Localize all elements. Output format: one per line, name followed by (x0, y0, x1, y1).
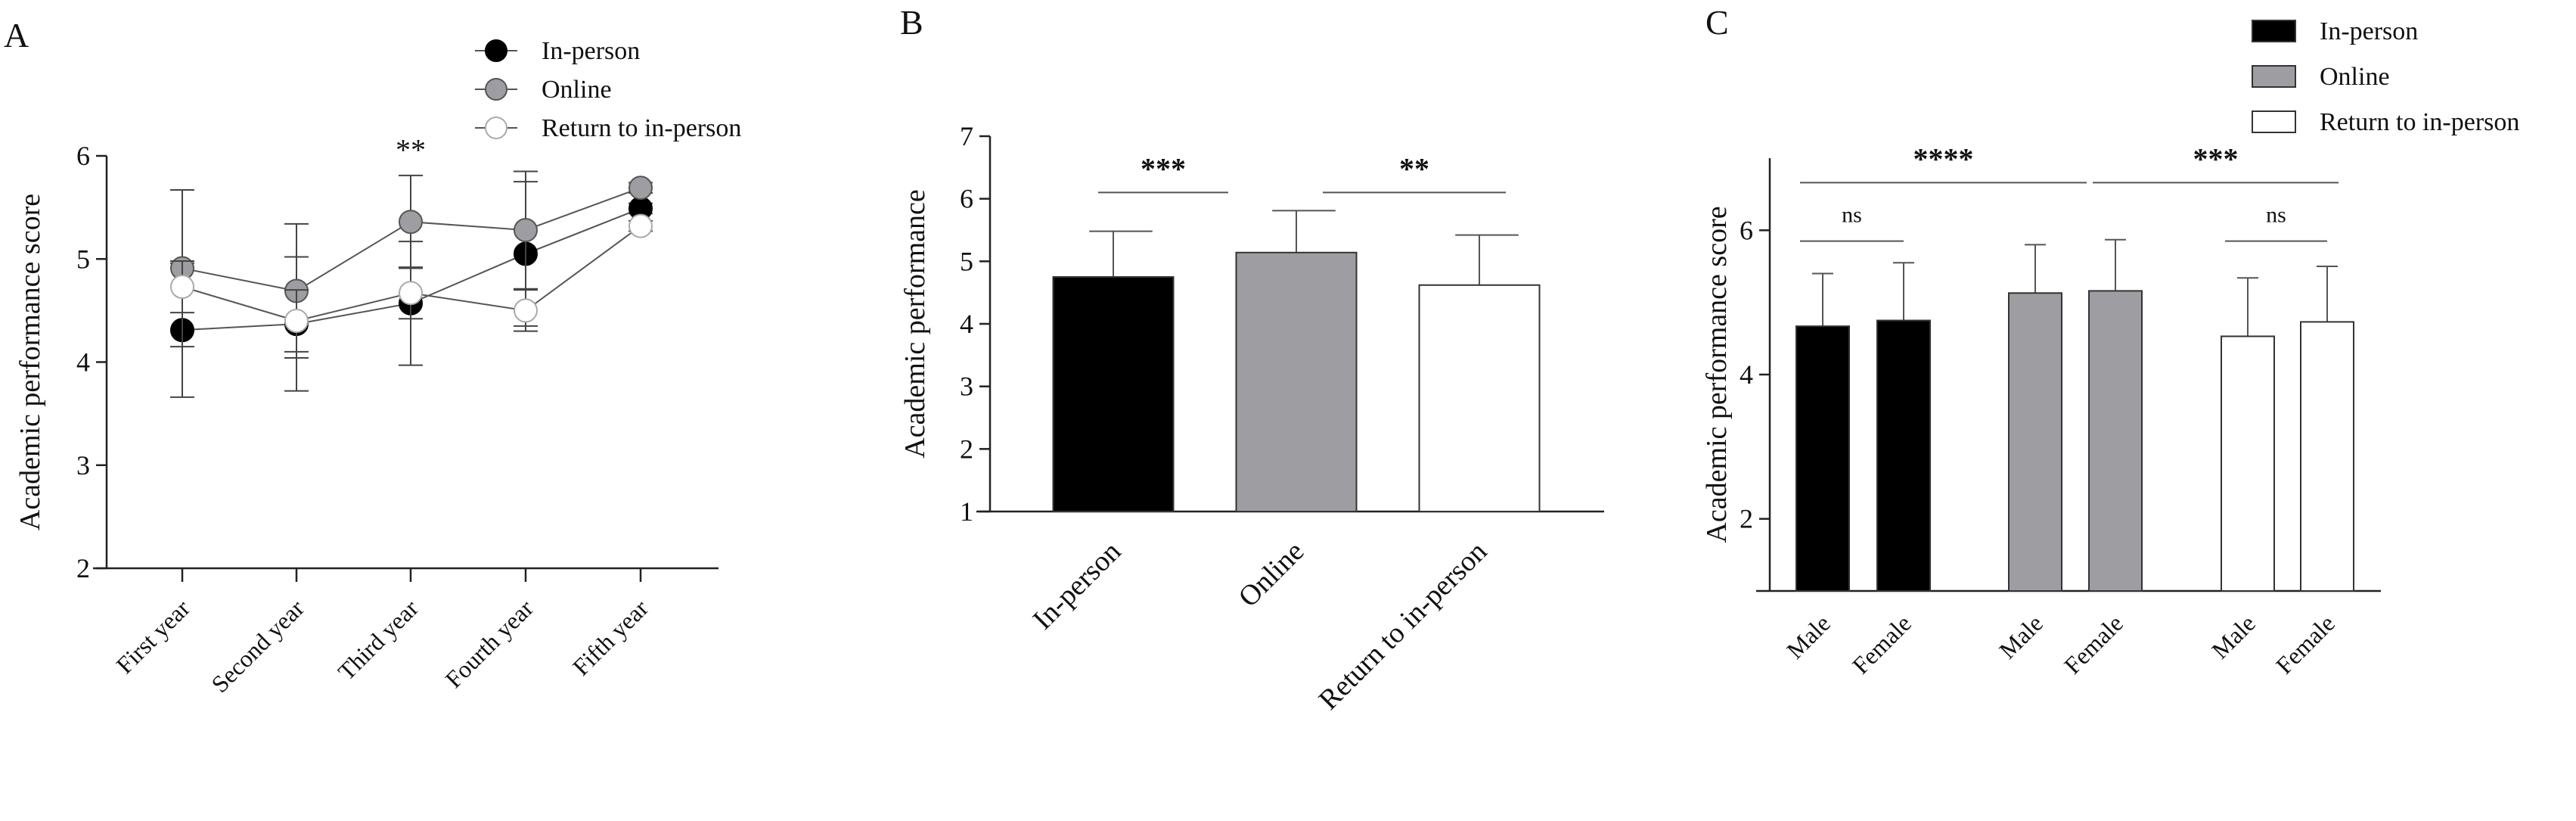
significance-label: ** (396, 133, 426, 167)
legend-marker (485, 78, 507, 101)
legend-swatch (2252, 110, 2296, 133)
panel-B: B 1 2 3 4 5 6 7 Academic performance In-person Onl… (899, 3, 1604, 716)
legend-label: Return to in-person (542, 114, 741, 142)
x-tick-label: Male (1994, 609, 2048, 664)
legend-label: In-person (542, 37, 640, 65)
x-tick-label: Third year (333, 594, 424, 686)
panel-label: B (900, 3, 923, 42)
significance-label: *** (2193, 141, 2239, 176)
significance-label: ** (1399, 151, 1429, 185)
significance-label: **** (1913, 141, 1974, 176)
y-tick-label: 2 (1740, 504, 1753, 534)
panel-label: C (1705, 3, 1729, 42)
bar (2221, 335, 2275, 592)
y-tick-label: 7 (960, 121, 973, 151)
y-tick-label: 4 (960, 309, 973, 339)
y-tick-label: 4 (76, 347, 90, 378)
data-point (170, 275, 194, 300)
y-tick-label: 3 (960, 372, 973, 402)
panel-A: A 2 3 4 5 6 Academic performance score First ye… (4, 16, 741, 698)
x-tick-label: In-person (1027, 536, 1128, 636)
data-point (628, 213, 653, 238)
data-point (399, 281, 423, 306)
y-tick-label: 5 (960, 246, 973, 276)
significance-label: ns (1842, 203, 1862, 228)
data-point (628, 176, 653, 201)
bar (1795, 325, 1850, 592)
series-return-to-in-person (170, 213, 653, 353)
legend-label: Return to in-person (2320, 108, 2519, 136)
y-tick-label: 3 (76, 450, 90, 480)
significance-label: ns (2266, 203, 2286, 228)
significance-label: *** (1141, 151, 1186, 185)
y-tick-label: 2 (960, 434, 973, 464)
bar (2088, 290, 2143, 592)
y-axis-label: Academic performance score (1701, 206, 1733, 543)
data-point (514, 298, 538, 323)
bar (1235, 251, 1358, 512)
x-tick-label: Female (2059, 609, 2128, 679)
x-tick-label: Online (1233, 536, 1311, 614)
data-point (399, 210, 423, 235)
legend-label: Online (2320, 63, 2390, 91)
x-tick-label: Male (2206, 609, 2261, 664)
y-tick-label: 5 (76, 244, 90, 274)
x-tick-label: Female (1847, 609, 1916, 679)
x-tick-label: First year (110, 594, 195, 679)
y-tick-label: 4 (1740, 359, 1753, 390)
bar (2300, 321, 2354, 592)
y-tick-label: 1 (960, 496, 973, 527)
y-axis-label: Academic performance (899, 189, 931, 459)
legend-swatch (2252, 65, 2296, 88)
legend-marker (485, 117, 507, 139)
legend-label: In-person (2320, 17, 2418, 45)
legend-swatch (2252, 20, 2296, 42)
bar (1876, 319, 1931, 592)
bar (1052, 276, 1175, 512)
bar (2008, 292, 2062, 592)
x-tick-label: Female (2270, 609, 2340, 679)
y-tick-label: 6 (960, 184, 973, 214)
data-point (514, 218, 538, 243)
x-tick-label: Return to in-person (1313, 536, 1494, 717)
data-point (284, 309, 309, 333)
y-tick-label: 6 (1740, 215, 1753, 245)
x-tick-label: Fifth year (567, 594, 653, 680)
y-axis-label: Academic performance score (14, 194, 46, 530)
x-tick-label: Male (1781, 609, 1836, 664)
y-tick-label: 6 (76, 141, 90, 171)
legend-marker (485, 39, 507, 62)
x-tick-label: Second year (206, 594, 309, 698)
bar (1418, 284, 1541, 512)
y-tick-label: 2 (76, 553, 90, 583)
panel-label: A (4, 16, 29, 54)
legend-label: Online (542, 76, 612, 104)
x-tick-label: Fourth year (440, 594, 539, 693)
